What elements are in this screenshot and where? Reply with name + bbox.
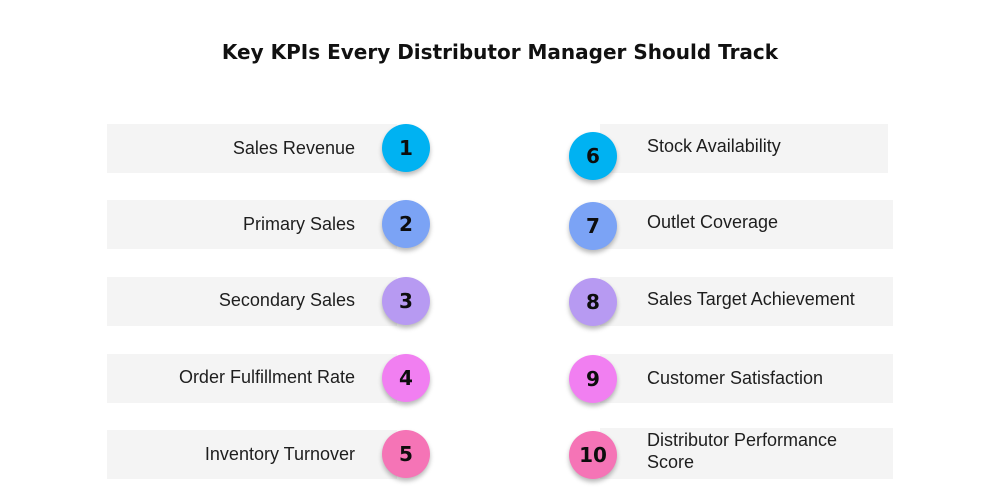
kpi-number-badge-10: 10 xyxy=(569,431,617,479)
kpi-bar-7 xyxy=(600,200,893,249)
kpi-bar-2 xyxy=(107,200,397,249)
kpi-number-10: 10 xyxy=(579,443,607,467)
kpi-number-badge-6: 6 xyxy=(569,132,617,180)
kpi-number-6: 6 xyxy=(586,144,600,168)
kpi-number-2: 2 xyxy=(399,212,413,236)
kpi-bar-10 xyxy=(600,428,893,479)
kpi-number-badge-4: 4 xyxy=(382,354,430,402)
kpi-number-badge-5: 5 xyxy=(382,430,430,478)
kpi-number-8: 8 xyxy=(586,290,600,314)
kpi-number-5: 5 xyxy=(399,442,413,466)
kpi-label-7: Outlet Coverage xyxy=(647,212,779,232)
kpi-number-badge-3: 3 xyxy=(382,277,430,325)
kpi-bar-5 xyxy=(107,430,397,479)
kpi-label-9: Customer Satisfaction xyxy=(647,368,824,388)
kpi-bar-6 xyxy=(600,124,888,173)
kpi-label-4: Order Fulfillment Rate xyxy=(178,367,355,387)
kpi-number-1: 1 xyxy=(399,136,413,160)
kpi-bar-4 xyxy=(107,354,397,403)
kpi-bar-3 xyxy=(107,277,397,326)
page-title: Key KPIs Every Distributor Manager Shoul… xyxy=(221,40,779,64)
kpi-number-7: 7 xyxy=(586,214,600,238)
kpi-label-6: Stock Availability xyxy=(647,136,781,156)
kpi-number-badge-9: 9 xyxy=(569,355,617,403)
kpi-number-badge-2: 2 xyxy=(382,200,430,248)
kpi-bar-9 xyxy=(600,354,893,403)
kpi-number-badge-1: 1 xyxy=(382,124,430,172)
kpi-label-2: Primary Sales xyxy=(242,214,355,234)
kpi-number-badge-7: 7 xyxy=(569,202,617,250)
kpi-bar-1 xyxy=(107,124,397,173)
kpi-label-3: Secondary Sales xyxy=(218,290,355,310)
kpi-bar-8 xyxy=(600,277,893,326)
kpi-label-10: Distributor Performance Score xyxy=(647,430,838,472)
kpi-number-4: 4 xyxy=(399,366,413,390)
kpi-label-8: Sales Target Achievement xyxy=(647,289,855,309)
kpi-number-badge-8: 8 xyxy=(569,278,617,326)
kpi-label-1: Sales Revenue xyxy=(232,138,355,158)
kpi-label-5: Inventory Turnover xyxy=(204,444,355,464)
kpi-number-3: 3 xyxy=(399,289,413,313)
kpi-number-9: 9 xyxy=(586,367,600,391)
